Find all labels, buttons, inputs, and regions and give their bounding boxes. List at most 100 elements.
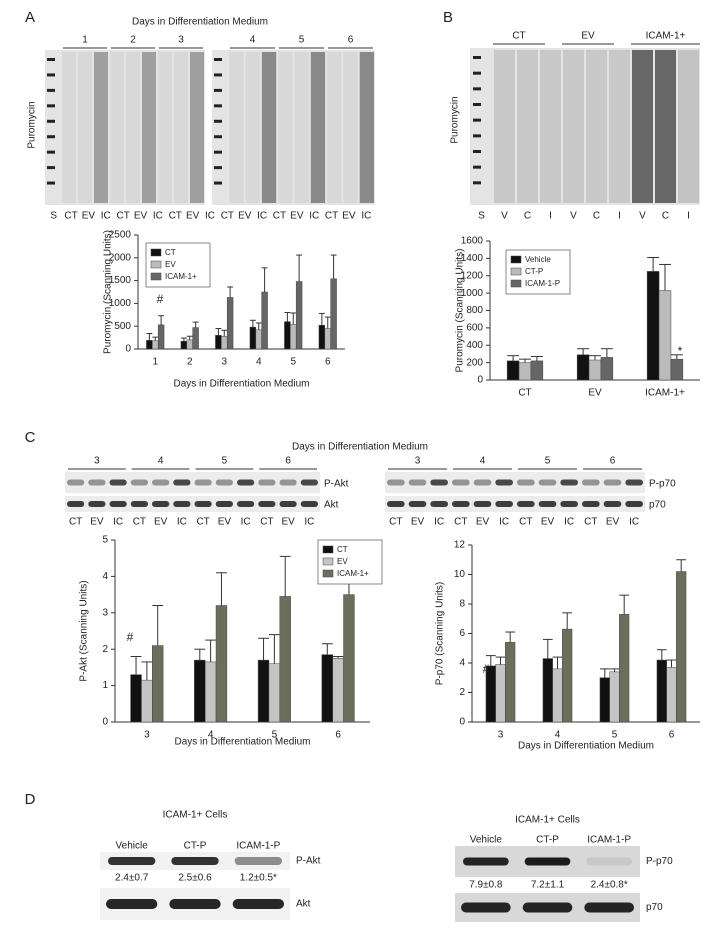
quant-label: 7.2±1.1: [531, 880, 565, 891]
blot-band: [603, 501, 622, 507]
bar: [600, 357, 614, 381]
blot-band: [130, 479, 148, 486]
blot-band: [173, 479, 191, 486]
day-label: 1: [82, 35, 88, 46]
lane-label: C: [593, 211, 600, 222]
error-bar: [542, 638, 553, 659]
y-tick-label: 500: [114, 321, 131, 332]
blot-lane: [678, 50, 699, 203]
lane-label: C: [524, 211, 531, 222]
bar: [130, 674, 142, 723]
blot-band: [300, 479, 318, 486]
band-label: P-p70: [646, 856, 673, 867]
marker-band: [214, 135, 222, 139]
error-bar: [530, 356, 543, 361]
bar: [255, 329, 262, 350]
blot-band: [67, 501, 85, 507]
lane-label: CT: [325, 211, 338, 222]
lane-label: S: [50, 211, 57, 222]
y-tick-label: 400: [466, 340, 483, 351]
bar: [343, 594, 355, 723]
error-bar: [670, 354, 683, 360]
lane-label: EV: [541, 517, 555, 528]
lane-label: Vehicle: [116, 841, 149, 852]
error-bar: [221, 329, 228, 337]
error-bar: [485, 655, 496, 666]
marker-band: [47, 135, 55, 139]
blot-title: Days in Differentiation Medium: [132, 17, 268, 28]
bar: [221, 335, 228, 350]
legend-swatch: [510, 267, 522, 276]
blot-title: ICAM-1+ Cells: [515, 815, 580, 826]
x-tick-label: 4: [555, 730, 561, 741]
y-tick-label: 12: [454, 540, 466, 551]
lane-label: CT: [260, 517, 273, 528]
blot-band: [517, 479, 535, 486]
blot-lane: [540, 50, 561, 203]
blot-band: [473, 501, 492, 507]
x-tick-label: 5: [290, 357, 296, 368]
y-axis-label: Puromycin (Scanning Units): [103, 230, 114, 354]
y-tick-label: 2: [459, 687, 465, 698]
marker-band: [47, 119, 55, 123]
lane-label: CT: [454, 517, 467, 528]
bar: [656, 659, 667, 723]
y-tick-label: 10: [454, 569, 466, 580]
bar: [279, 596, 291, 723]
marker-band: [47, 88, 55, 92]
lane-label: IC: [257, 211, 267, 222]
bar: [518, 362, 532, 381]
blot-lane: [632, 50, 653, 203]
legend-label: ICAM-1+: [337, 569, 369, 578]
blot-band: [88, 479, 106, 486]
y-tick-label: 1200: [461, 270, 484, 281]
blot-lane: [245, 52, 260, 203]
day-label: 2: [130, 35, 136, 46]
bar: [204, 661, 217, 723]
error-bar: [666, 659, 677, 668]
error-bar: [562, 612, 573, 630]
lane-label: I: [549, 211, 552, 222]
marker-band: [214, 58, 222, 61]
blot-band: [152, 479, 170, 486]
lane-label: IC: [564, 517, 574, 528]
blot: [65, 496, 320, 512]
quant-label: 7.9±0.8: [469, 880, 503, 891]
blot-band: [258, 479, 276, 486]
lane-label: S: [478, 211, 485, 222]
y-tick-label: 2500: [109, 230, 132, 241]
legend-swatch: [510, 279, 522, 288]
blot-lane: [261, 52, 277, 203]
band-label: p70: [646, 902, 663, 913]
lane-label: CT: [221, 211, 234, 222]
quant-label: 2.5±0.6: [178, 873, 212, 884]
blot-lane: [517, 50, 538, 203]
day-label: 3: [94, 456, 100, 467]
blot-lane: [78, 52, 92, 203]
legend-swatch: [150, 272, 162, 281]
blot-band: [106, 899, 158, 909]
annotation: #: [127, 630, 134, 644]
error-bar: [507, 355, 520, 361]
y-tick-label: 4: [459, 658, 465, 669]
y-tick-label: 6: [459, 628, 465, 639]
error-bar: [330, 254, 337, 279]
lane-label: EV: [290, 211, 304, 222]
blot-band: [194, 479, 212, 486]
bar: [588, 359, 602, 381]
bar: [552, 668, 563, 723]
lane-label: IC: [629, 517, 639, 528]
marker-band: [473, 56, 481, 59]
legend-label: ICAM-1+: [165, 272, 197, 281]
blot-lane: [110, 52, 124, 203]
blot-band: [538, 501, 557, 507]
lane-label: IC: [177, 517, 187, 528]
blot-lane: [310, 52, 326, 203]
blot-lane: [62, 52, 76, 203]
error-bar: [216, 572, 227, 606]
bar: [146, 340, 153, 350]
blot-band: [430, 501, 448, 507]
bar: [268, 663, 281, 723]
group-label: CT: [512, 31, 525, 42]
band-label: P-p70: [649, 479, 676, 490]
